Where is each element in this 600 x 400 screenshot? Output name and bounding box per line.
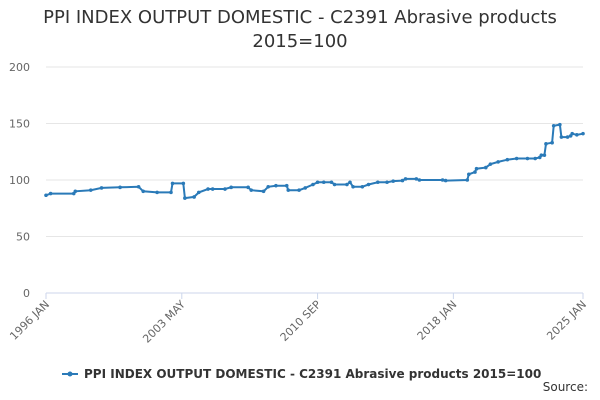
point <box>581 131 585 136</box>
point <box>321 180 326 185</box>
chart-title: PPI INDEX OUTPUT DOMESTIC - C2391 Abrasi… <box>43 7 557 52</box>
point <box>417 178 422 182</box>
y-tick-label: 200 <box>9 61 30 74</box>
point <box>303 186 308 190</box>
point <box>400 178 405 183</box>
point <box>141 189 146 194</box>
point <box>48 191 53 196</box>
point <box>223 187 227 191</box>
point <box>360 184 365 189</box>
point <box>414 177 419 181</box>
point <box>210 187 215 191</box>
point <box>403 177 408 181</box>
source: Source: <box>543 380 588 394</box>
point <box>348 180 352 185</box>
point <box>550 140 554 145</box>
point <box>155 190 159 195</box>
point <box>443 178 448 183</box>
point <box>274 183 278 188</box>
point <box>570 131 574 136</box>
point <box>196 190 201 195</box>
point <box>440 178 445 182</box>
point <box>488 162 493 166</box>
y-tick-label: 100 <box>9 174 30 187</box>
x-tick-label: 2003 MAY <box>140 298 188 346</box>
point <box>181 181 186 186</box>
x-tick-label: 2018 JAN <box>415 298 460 343</box>
point <box>375 180 380 185</box>
point <box>206 187 210 191</box>
point <box>558 122 562 127</box>
legend-label: PPI INDEX OUTPUT DOMESTIC - C2391 Abrasi… <box>84 367 541 381</box>
point <box>229 185 233 190</box>
point <box>284 183 289 188</box>
point <box>88 188 93 192</box>
point <box>73 189 78 194</box>
legend-marker <box>67 371 73 377</box>
point <box>542 153 547 157</box>
point <box>332 182 337 187</box>
point <box>44 193 48 198</box>
point <box>345 182 349 187</box>
point <box>118 185 122 190</box>
point <box>551 123 556 128</box>
y-tick-label: 0 <box>23 287 30 300</box>
point <box>169 190 173 195</box>
point <box>311 182 315 187</box>
point <box>261 189 266 194</box>
point <box>249 188 254 192</box>
point <box>329 180 334 185</box>
point <box>315 180 320 185</box>
point <box>533 156 537 161</box>
point <box>525 156 530 161</box>
point <box>170 181 175 186</box>
point <box>559 135 564 139</box>
point <box>514 156 519 161</box>
point <box>539 153 544 157</box>
point <box>136 184 141 189</box>
point <box>266 184 271 189</box>
point <box>467 172 471 177</box>
y-tick-label: 150 <box>9 118 30 131</box>
point <box>286 188 291 192</box>
x-tick-label: 2010 SEP <box>278 298 324 344</box>
point <box>565 135 570 139</box>
y-tick-label: 50 <box>16 231 30 244</box>
point <box>385 180 389 185</box>
point <box>474 166 479 171</box>
point <box>297 188 301 192</box>
series-line <box>45 123 584 200</box>
point <box>465 178 470 182</box>
point <box>99 186 104 190</box>
x-tick-label: 2025 JAN <box>544 298 589 343</box>
point <box>473 170 477 174</box>
point <box>246 185 250 190</box>
point <box>391 179 395 183</box>
point <box>496 160 500 164</box>
point <box>575 133 579 137</box>
point <box>351 184 355 189</box>
point <box>192 195 196 199</box>
point <box>183 196 187 200</box>
point <box>483 165 488 170</box>
point <box>544 142 548 146</box>
point <box>366 182 371 187</box>
x-tick-label: 1996 JAN <box>7 298 52 343</box>
point <box>505 157 510 162</box>
